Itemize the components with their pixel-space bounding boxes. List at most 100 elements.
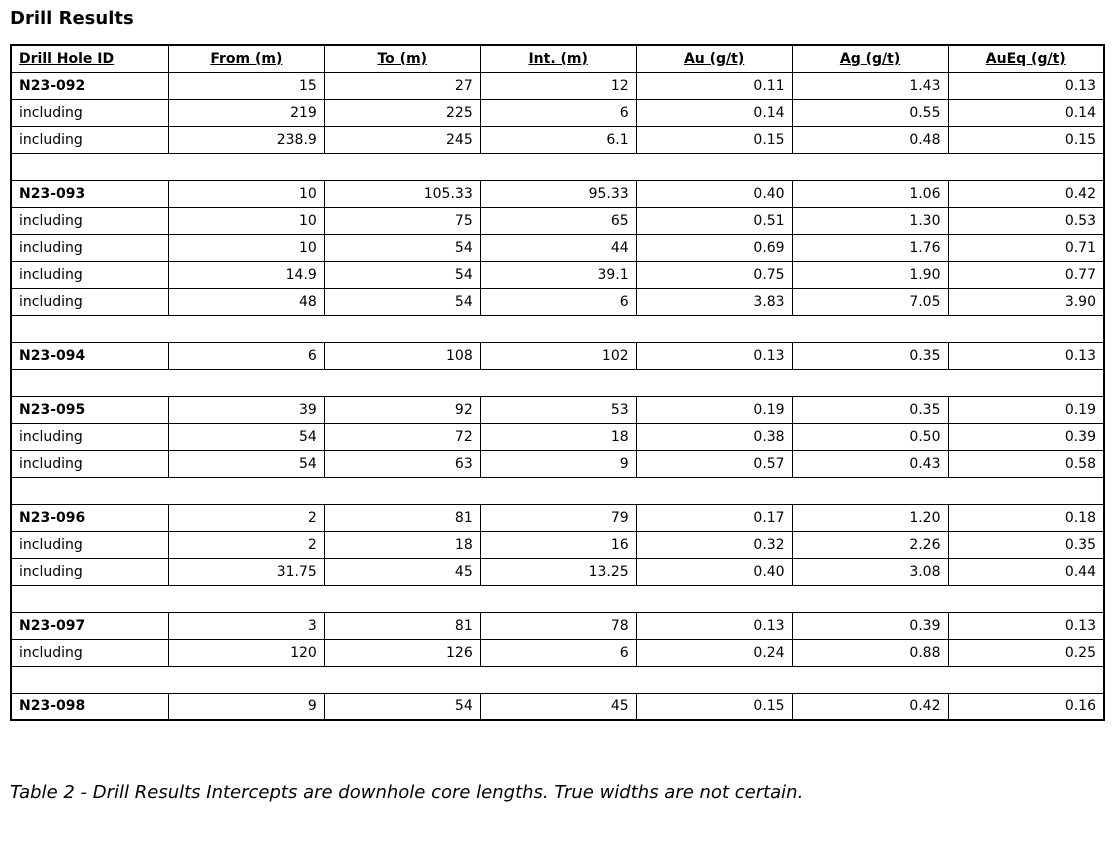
drill-results-table: Drill Hole ID From (m) To (m) Int. (m) Au (g… (10, 44, 1105, 721)
spacer-row (11, 368, 1104, 397)
column-header: Int. (m) (479, 44, 637, 73)
from-value: 238.9 (167, 125, 325, 154)
to-value: 54 (323, 287, 481, 316)
including-label: including (10, 98, 169, 127)
including-label: including (10, 287, 169, 316)
to-value: 92 (323, 395, 481, 424)
aueq-value: 0.16 (947, 692, 1105, 721)
hole-row: N23-096 2 81 79 0.17 1.20 0.18 (10, 503, 1105, 532)
aueq-value: 0.71 (947, 233, 1105, 262)
ag-value: 0.48 (791, 125, 949, 154)
int-value: 102 (479, 341, 637, 370)
to-value: 75 (323, 206, 481, 235)
to-value: 54 (323, 260, 481, 289)
aueq-value: 0.13 (947, 611, 1105, 640)
from-value: 120 (167, 638, 325, 667)
au-value: 0.32 (635, 530, 793, 559)
ag-value: 3.08 (791, 557, 949, 586)
int-value: 6 (479, 287, 637, 316)
including-row: including 14.9 54 39.1 0.75 1.90 0.77 (10, 260, 1105, 289)
ag-value: 1.30 (791, 206, 949, 235)
au-value: 0.40 (635, 557, 793, 586)
from-value: 6 (167, 341, 325, 370)
to-value: 225 (323, 98, 481, 127)
int-value: 9 (479, 449, 637, 478)
column-header: Drill Hole ID (10, 44, 169, 73)
drill-hole-id: N23-096 (10, 503, 169, 532)
spacer-cell (11, 152, 1104, 181)
to-value: 45 (323, 557, 481, 586)
au-value: 0.14 (635, 98, 793, 127)
hole-row: N23-095 39 92 53 0.19 0.35 0.19 (10, 395, 1105, 424)
int-value: 44 (479, 233, 637, 262)
including-row: including 10 75 65 0.51 1.30 0.53 (10, 206, 1105, 235)
to-value: 81 (323, 611, 481, 640)
int-value: 39.1 (479, 260, 637, 289)
int-value: 13.25 (479, 557, 637, 586)
to-value: 72 (323, 422, 481, 451)
including-row: including 10 54 44 0.69 1.76 0.71 (10, 233, 1105, 262)
ag-value: 1.43 (791, 71, 949, 100)
aueq-value: 0.13 (947, 71, 1105, 100)
int-value: 6.1 (479, 125, 637, 154)
au-value: 0.40 (635, 179, 793, 208)
au-value: 0.51 (635, 206, 793, 235)
spacer-cell (11, 476, 1104, 505)
ag-value: 7.05 (791, 287, 949, 316)
table-header-row: Drill Hole ID From (m) To (m) Int. (m) Au (g… (10, 44, 1105, 73)
aueq-value: 0.35 (947, 530, 1105, 559)
aueq-value: 0.15 (947, 125, 1105, 154)
including-label: including (10, 233, 169, 262)
spacer-row (11, 314, 1104, 343)
drill-hole-id: N23-097 (10, 611, 169, 640)
drill-hole-id: N23-094 (10, 341, 169, 370)
aueq-value: 0.42 (947, 179, 1105, 208)
spacer-cell (11, 368, 1104, 397)
from-value: 10 (167, 233, 325, 262)
column-header: Au (g/t) (635, 44, 793, 73)
ag-value: 1.06 (791, 179, 949, 208)
from-value: 219 (167, 98, 325, 127)
ag-value: 1.76 (791, 233, 949, 262)
au-value: 0.19 (635, 395, 793, 424)
au-value: 0.13 (635, 341, 793, 370)
including-label: including (10, 530, 169, 559)
ag-value: 0.35 (791, 395, 949, 424)
drill-hole-id: N23-098 (10, 692, 169, 721)
ag-value: 0.55 (791, 98, 949, 127)
hole-row: N23-092 15 27 12 0.11 1.43 0.13 (10, 71, 1105, 100)
spacer-cell (11, 665, 1104, 694)
au-value: 0.57 (635, 449, 793, 478)
au-value: 0.11 (635, 71, 793, 100)
including-label: including (10, 449, 169, 478)
page-title: Drill Results (10, 8, 134, 29)
drill-hole-id: N23-093 (10, 179, 169, 208)
au-value: 3.83 (635, 287, 793, 316)
ag-value: 0.35 (791, 341, 949, 370)
from-value: 54 (167, 422, 325, 451)
aueq-value: 0.44 (947, 557, 1105, 586)
from-value: 10 (167, 179, 325, 208)
to-value: 245 (323, 125, 481, 154)
au-value: 0.75 (635, 260, 793, 289)
ag-value: 2.26 (791, 530, 949, 559)
au-value: 0.24 (635, 638, 793, 667)
including-row: including 219 225 6 0.14 0.55 0.14 (10, 98, 1105, 127)
to-value: 63 (323, 449, 481, 478)
drill-hole-id: N23-092 (10, 71, 169, 100)
drill-hole-id: N23-095 (10, 395, 169, 424)
au-value: 0.69 (635, 233, 793, 262)
from-value: 2 (167, 530, 325, 559)
int-value: 45 (479, 692, 637, 721)
hole-row: N23-093 10 105.33 95.33 0.40 1.06 0.42 (10, 179, 1105, 208)
spacer-cell (11, 584, 1104, 613)
aueq-value: 0.39 (947, 422, 1105, 451)
including-label: including (10, 638, 169, 667)
to-value: 18 (323, 530, 481, 559)
from-value: 14.9 (167, 260, 325, 289)
table-caption: Table 2 - Drill Results Intercepts are d… (10, 782, 804, 803)
int-value: 53 (479, 395, 637, 424)
au-value: 0.38 (635, 422, 793, 451)
from-value: 54 (167, 449, 325, 478)
aueq-value: 0.14 (947, 98, 1105, 127)
